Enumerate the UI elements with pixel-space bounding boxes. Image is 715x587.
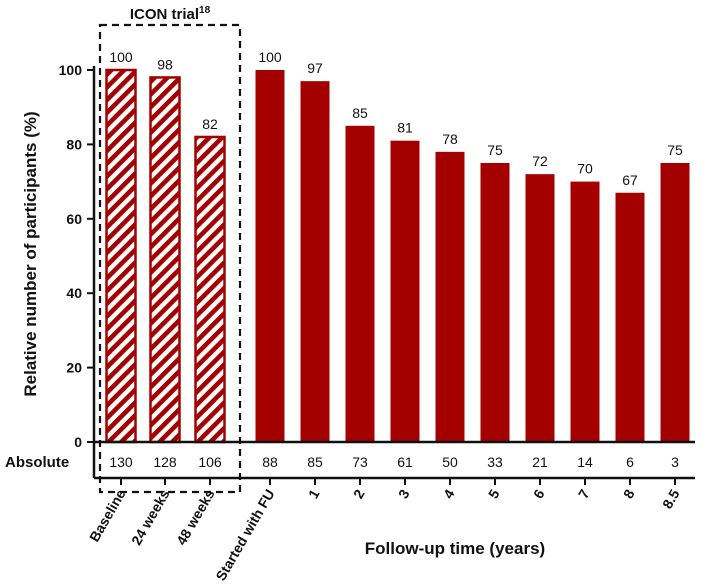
absolute-row-label: Absolute: [5, 454, 69, 471]
value-label-2: 82: [202, 116, 218, 132]
y-axis-label: Relative number of participants (%): [21, 111, 40, 396]
value-label-11: 67: [622, 172, 638, 188]
x-axis-label: Follow-up time (years): [365, 539, 545, 558]
absolute-value-3: 88: [262, 454, 278, 470]
bar-11: [615, 192, 645, 442]
value-label-8: 75: [487, 142, 503, 158]
absolute-value-11: 6: [626, 454, 634, 470]
value-label-10: 70: [577, 161, 593, 177]
absolute-value-1: 128: [153, 454, 177, 470]
icon-trial-label: ICON trial18: [130, 5, 211, 23]
bar-2: [194, 135, 226, 444]
y-tick-label-1: 20: [66, 360, 82, 376]
x-tick-label-9: 6: [530, 486, 548, 501]
bar-8: [480, 163, 510, 442]
x-tick-label-8: 5: [485, 486, 503, 501]
absolute-value-5: 73: [352, 454, 368, 470]
absolute-value-6: 61: [397, 454, 413, 470]
value-label-3: 100: [258, 49, 282, 65]
absolute-value-4: 85: [307, 454, 323, 470]
absolute-value-0: 130: [109, 454, 133, 470]
bar-1: [149, 76, 181, 444]
bar-10: [570, 181, 600, 442]
y-tick-label-4: 80: [66, 136, 82, 152]
absolute-value-8: 33: [487, 454, 503, 470]
value-label-6: 81: [397, 120, 413, 136]
value-label-12: 75: [667, 142, 683, 158]
bar-6: [390, 140, 420, 442]
x-tick-label-6: 3: [395, 486, 413, 501]
value-label-4: 97: [307, 60, 323, 76]
value-labels-group: 100 98 82 100 97 85 81 78 75 72 70 67 75: [109, 49, 683, 188]
y-tick-label-2: 40: [66, 285, 82, 301]
y-ticks-group: 0 20 40 60 80 100: [59, 62, 94, 450]
absolute-value-7: 50: [442, 454, 458, 470]
absolute-value-12: 3: [671, 454, 679, 470]
x-tick-label-7: 4: [440, 486, 458, 501]
x-tick-label-2: 48 weeks: [173, 486, 218, 547]
absolute-value-9: 21: [532, 454, 548, 470]
absolute-value-10: 14: [577, 454, 593, 470]
x-tick-label-11: 8: [620, 486, 638, 501]
icon-trial-label-superscript: 18: [199, 5, 211, 16]
value-label-5: 85: [352, 105, 368, 121]
icon-trial-box: [98, 23, 242, 494]
bar-4: [300, 81, 330, 442]
x-tick-label-3: Started with FU: [212, 487, 277, 584]
y-tick-label-5: 100: [59, 62, 83, 78]
y-tick-label-0: 0: [74, 434, 82, 450]
value-label-9: 72: [532, 153, 548, 169]
value-label-0: 100: [109, 49, 133, 65]
bar-0: [105, 68, 137, 444]
value-label-7: 78: [442, 131, 458, 147]
absolute-values-group: 130 128 106 88 85 73 61 50 33 21 14 6 3: [109, 454, 679, 470]
x-tick-label-4: 1: [305, 486, 323, 501]
x-tick-label-0: Baseline: [86, 486, 129, 544]
x-tick-label-12: 8.5: [659, 486, 683, 511]
bar-5: [345, 125, 375, 443]
x-tick-label-5: 2: [350, 486, 368, 501]
bar-7: [435, 151, 465, 442]
bars-group: [105, 68, 690, 444]
absolute-value-2: 106: [198, 454, 222, 470]
bar-9: [525, 174, 555, 442]
value-label-1: 98: [157, 56, 173, 72]
y-tick-label-3: 60: [66, 211, 82, 227]
bar-12: [660, 163, 690, 442]
x-tick-label-1: 24 weeks: [128, 486, 173, 547]
bar-3: [255, 70, 285, 442]
icon-trial-label-text: ICON trial: [130, 6, 199, 23]
x-tick-label-10: 7: [575, 486, 593, 501]
